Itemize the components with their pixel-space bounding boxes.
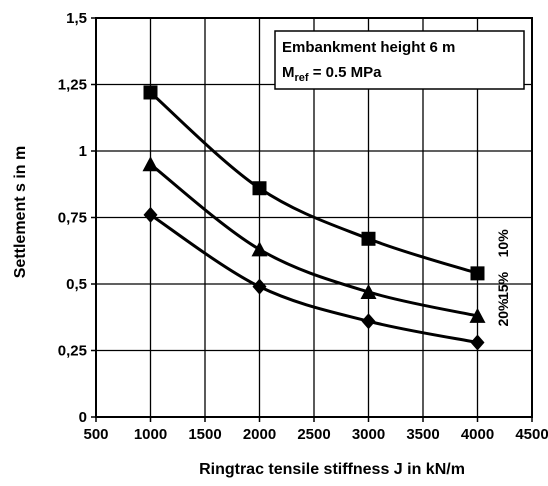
- x-axis-title: Ringtrac tensile stiffness J in kN/m: [199, 461, 465, 478]
- data-point-diamond: [144, 207, 158, 223]
- series-label: 15%: [495, 271, 511, 300]
- y-tick-label: 0: [79, 409, 87, 426]
- x-tick-label: 2000: [243, 426, 276, 443]
- series-label: 20%: [495, 298, 511, 327]
- y-tick-label: 0,25: [58, 343, 87, 360]
- data-point-diamond: [253, 279, 267, 295]
- annotation-line-1: Embankment height 6 m: [282, 39, 455, 56]
- y-tick-label: 1,5: [66, 10, 87, 27]
- data-point-square: [362, 232, 376, 246]
- x-tick-label: 4000: [461, 426, 494, 443]
- x-tick-label: 2500: [297, 426, 330, 443]
- data-point-diamond: [471, 335, 485, 351]
- y-axis-title: Settlement s in m: [12, 146, 29, 278]
- series-labels: 10% 15%20%: [495, 229, 511, 327]
- data-point-triangle: [143, 156, 159, 171]
- data-point-triangle: [252, 241, 268, 256]
- data-point-square: [471, 266, 485, 280]
- x-tick-label: 500: [83, 426, 108, 443]
- x-tick-label: 3000: [352, 426, 385, 443]
- x-tick-label: 4500: [515, 426, 548, 443]
- data-point-diamond: [362, 313, 376, 329]
- series-label: 10%: [495, 229, 511, 258]
- y-tick-label: 1: [79, 143, 87, 160]
- annotation-box: Embankment height 6 m Mref = 0.5 MPa: [275, 31, 524, 89]
- data-point-square: [253, 181, 267, 195]
- x-tick-label: 1000: [134, 426, 167, 443]
- y-tick-label: 0,5: [66, 276, 87, 293]
- x-tick-label: 1500: [188, 426, 221, 443]
- x-axis-ticks: 500 1000 1500 2000 2500 3000 3500 4000 4500: [83, 417, 548, 443]
- y-axis-ticks: 0 0,25 0,5 0,75 1 1,25 1,5: [58, 10, 96, 426]
- y-tick-label: 0,75: [58, 210, 87, 227]
- y-tick-label: 1,25: [58, 77, 87, 94]
- x-tick-label: 3500: [406, 426, 439, 443]
- data-point-square: [144, 85, 158, 99]
